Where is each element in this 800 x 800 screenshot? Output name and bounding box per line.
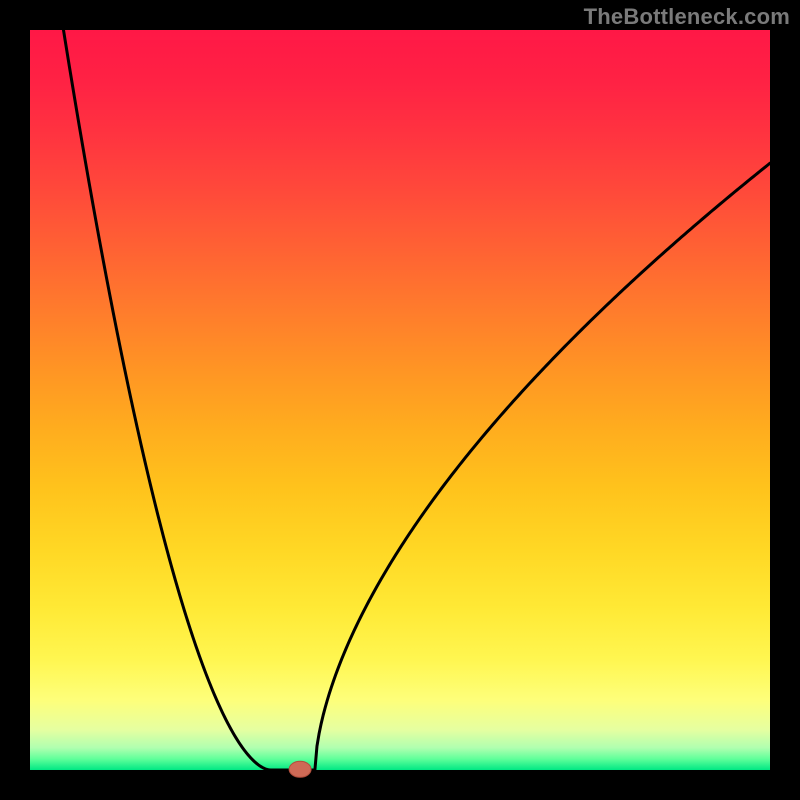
optimal-point-marker bbox=[289, 761, 311, 777]
chart-container: TheBottleneck.com bbox=[0, 0, 800, 800]
bottleneck-chart bbox=[0, 0, 800, 800]
plot-background bbox=[30, 30, 770, 770]
watermark-label: TheBottleneck.com bbox=[584, 4, 790, 30]
